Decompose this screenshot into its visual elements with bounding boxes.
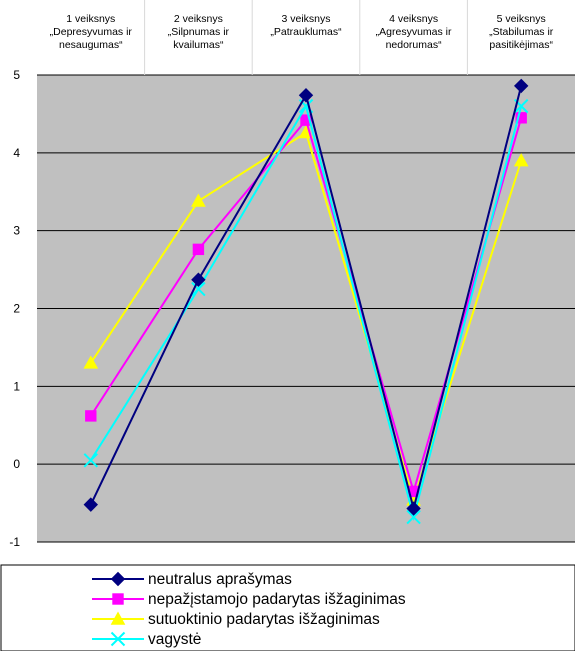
data-point <box>192 243 205 256</box>
data-point <box>406 509 421 525</box>
category-label-line: „Stabilumas ir <box>489 26 554 38</box>
category-label-line: „Agresyvumas ir <box>376 26 452 38</box>
category-label-line: „Silpnumas ir <box>168 26 230 38</box>
y-tick-label: 3 <box>13 224 20 238</box>
series-x <box>83 98 529 525</box>
legend-label: vagystė <box>148 631 201 648</box>
y-tick-label: 4 <box>13 146 20 160</box>
category-label-line: nesaugumas“ <box>59 39 123 51</box>
y-tick-label: 5 <box>13 68 20 82</box>
category-label-line: 2 veiksnys <box>174 13 223 25</box>
legend-label: neutralus aprašymas <box>148 571 292 588</box>
y-tick-label: -1 <box>9 535 20 549</box>
category-label-line: nedorumas“ <box>386 39 443 51</box>
data-point <box>515 112 527 124</box>
category-label: 3 veiksnys „Patrauklumas“ <box>270 13 342 38</box>
y-tick-label: 2 <box>13 302 20 316</box>
category-label-line: pasitikėjimas“ <box>489 39 553 51</box>
legend-label: sutuoktinio padarytas išžaginimas <box>148 611 380 628</box>
data-point <box>110 631 126 647</box>
category-label-line: 5 veiksnys <box>497 13 546 25</box>
legend-item: nepažįstamojo padarytas išžaginimas <box>92 591 406 608</box>
data-point <box>191 193 206 207</box>
legend-item: vagystė <box>92 631 201 648</box>
legend: neutralus aprašymas nepažįstamojo padaryt… <box>0 564 575 651</box>
data-point <box>300 114 312 126</box>
y-axis: -1 0 1 2 3 4 5 <box>9 68 20 549</box>
data-point <box>83 453 99 468</box>
category-label-line: 1 veiksnys <box>66 13 115 25</box>
category-label-line: 4 veiksnys <box>389 13 438 25</box>
data-point <box>191 281 206 297</box>
category-label: 5 veiksnys „Stabilumas ir pasitikėjimas“ <box>489 13 554 51</box>
data-point <box>112 593 124 605</box>
data-point <box>110 571 126 587</box>
category-label: 1 veiksnys „Depresyvumas ir nesaugumas“ <box>50 13 133 51</box>
category-label: 4 veiksnys „Agresyvumas ir nedorumas“ <box>376 13 452 51</box>
category-dividers <box>144 0 468 75</box>
data-point <box>191 272 206 287</box>
data-point <box>406 501 421 516</box>
category-label-line: kvailumas“ <box>173 39 224 51</box>
category-label-line: „Patrauklumas“ <box>270 26 342 38</box>
category-labels: 1 veiksnys „Depresyvumas ir nesaugumas“ 2 v… <box>50 13 554 51</box>
y-tick-label: 1 <box>13 379 20 393</box>
legend-item: neutralus aprašymas <box>92 571 292 588</box>
category-label: 2 veiksnys „Silpnumas ir kvailumas“ <box>168 13 230 51</box>
series-layer <box>83 78 529 525</box>
data-point <box>83 355 99 369</box>
data-point <box>85 410 97 422</box>
data-point <box>110 611 126 625</box>
category-label-line: „Depresyvumas ir <box>50 26 133 38</box>
data-point <box>513 78 529 94</box>
legend-label: nepažįstamojo padarytas išžaginimas <box>148 591 406 608</box>
data-point <box>298 88 314 103</box>
data-point <box>513 153 529 167</box>
series-diamond <box>83 78 529 516</box>
legend-item: sutuoktinio padarytas išžaginimas <box>92 611 380 628</box>
y-tick-label: 0 <box>13 457 20 471</box>
category-label-line: 3 veiksnys <box>281 13 330 25</box>
data-point <box>83 497 99 512</box>
